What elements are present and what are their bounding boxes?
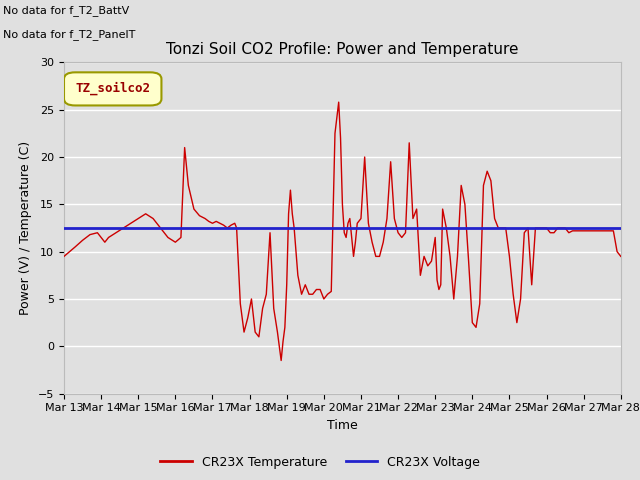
Text: TZ_soilco2: TZ_soilco2 [76,82,150,95]
FancyBboxPatch shape [64,72,161,106]
X-axis label: Time: Time [327,419,358,432]
Text: No data for f_T2_BattV: No data for f_T2_BattV [3,5,129,16]
Title: Tonzi Soil CO2 Profile: Power and Temperature: Tonzi Soil CO2 Profile: Power and Temper… [166,42,518,57]
Y-axis label: Power (V) / Temperature (C): Power (V) / Temperature (C) [19,141,33,315]
Legend: CR23X Temperature, CR23X Voltage: CR23X Temperature, CR23X Voltage [156,451,484,474]
Text: No data for f_T2_PanelT: No data for f_T2_PanelT [3,29,136,40]
